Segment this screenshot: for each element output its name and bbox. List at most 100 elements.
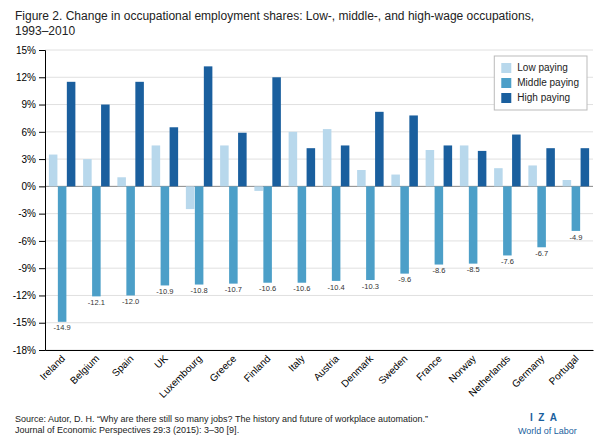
tick-label: -15% — [13, 317, 36, 328]
tick-label: Luxembourg — [157, 353, 204, 400]
tick-label: -12% — [13, 290, 36, 301]
bar — [478, 151, 487, 186]
tick-mark — [39, 159, 45, 160]
grid — [45, 50, 593, 350]
data-label: -10.3 — [362, 282, 379, 291]
bar — [512, 135, 521, 187]
data-label: -8.6 — [432, 266, 445, 275]
tick: Sweden — [376, 353, 409, 386]
bar — [229, 186, 238, 283]
bar — [469, 186, 478, 263]
x-axis: IrelandBelgiumSpainUKLuxembourgGreeceFin… — [38, 351, 594, 400]
y-axis: -18%-15%-12%-9%-6%-3%0%3%6%9%12%15% — [13, 45, 46, 356]
bar — [135, 82, 144, 187]
tick-label: -9% — [18, 263, 36, 274]
data-label: -10.4 — [328, 283, 345, 292]
bar — [101, 105, 110, 187]
tick-mark — [39, 105, 45, 106]
bar — [186, 186, 195, 209]
bar — [254, 186, 263, 191]
bar — [435, 186, 444, 264]
bar — [357, 170, 366, 186]
tick-mark — [39, 132, 45, 133]
tick: 15% — [16, 45, 45, 56]
tick-label: -6% — [18, 236, 36, 247]
legend-label: Low paying — [517, 62, 568, 73]
grid-line — [45, 350, 593, 351]
tick-label: Greece — [207, 353, 238, 384]
tick: Italy — [286, 353, 307, 374]
legend-items: Low payingMiddle payingHigh paying — [501, 62, 579, 103]
tick-mark — [39, 295, 45, 296]
bar — [58, 186, 67, 321]
bar — [444, 145, 453, 186]
data-label: -10.8 — [191, 286, 208, 295]
tick: 0% — [22, 181, 45, 192]
title: Figure 2. Change in occupational employm… — [15, 9, 537, 38]
data-label: -10.9 — [156, 287, 173, 296]
grid-line — [45, 50, 593, 51]
tick-label: 0% — [22, 181, 37, 192]
bar — [494, 168, 503, 186]
tick: France — [414, 353, 444, 383]
grid-line — [45, 131, 593, 132]
tick: -9% — [18, 263, 45, 274]
data-label: -10.6 — [293, 284, 310, 293]
logo: I Z A — [530, 412, 557, 423]
bar — [341, 145, 350, 186]
bar — [92, 186, 101, 296]
bar — [366, 186, 375, 280]
axis-line — [39, 51, 46, 351]
grid-line — [45, 159, 593, 160]
tick-label: 15% — [16, 45, 36, 56]
tick: UK — [152, 353, 170, 371]
tick-label: UK — [152, 353, 170, 371]
legend-item: Low paying — [501, 62, 568, 73]
series — [67, 66, 589, 186]
bar — [220, 145, 229, 186]
tick-mark — [39, 241, 45, 242]
legend-box — [494, 56, 587, 110]
data-label: -14.9 — [54, 323, 71, 332]
tick-label: 6% — [22, 127, 37, 138]
bar — [289, 132, 298, 187]
bar — [563, 180, 572, 186]
tick: -3% — [18, 208, 45, 219]
legend-swatch — [501, 63, 511, 73]
tick: Portugal — [547, 353, 581, 387]
tick: Norway — [446, 353, 478, 385]
bar — [375, 112, 384, 187]
tick-label: Finland — [242, 353, 273, 384]
legend-label: Middle paying — [517, 77, 579, 88]
tick: Greece — [207, 353, 238, 384]
data-label: -10.6 — [259, 284, 276, 293]
bar — [263, 186, 272, 282]
tick-label: Austria — [311, 353, 341, 383]
tick-label: Spain — [110, 353, 136, 379]
tick-label: Denmark — [339, 352, 376, 389]
tick-mark — [39, 350, 45, 351]
data-labels: -14.9-12.1-12.0-10.9-10.8-10.7-10.6-10.6… — [54, 233, 583, 333]
bar — [307, 148, 316, 186]
tick: -15% — [13, 317, 45, 328]
legend-item: Middle paying — [501, 77, 579, 88]
tick-label: Netherlands — [466, 353, 512, 399]
legend-swatch — [501, 93, 511, 103]
tick: Ireland — [38, 353, 67, 382]
data-label: -12.0 — [122, 297, 139, 306]
tick-mark — [39, 77, 45, 78]
text-line: Journal of Economic Perspectives 29:3 (2… — [15, 425, 239, 435]
bar — [152, 145, 161, 186]
bar — [546, 148, 555, 186]
bar — [323, 129, 332, 186]
bar — [126, 186, 135, 295]
tick: -18% — [13, 345, 45, 356]
data-label: -10.7 — [225, 285, 242, 294]
text-line: Source: Autor, D. H. “Why are there stil… — [15, 414, 431, 424]
tick-label: Germany — [510, 353, 547, 390]
tick: Spain — [110, 353, 136, 379]
bar — [272, 77, 281, 186]
bar — [298, 186, 307, 282]
bar — [195, 186, 204, 284]
tick-label: -3% — [18, 208, 36, 219]
